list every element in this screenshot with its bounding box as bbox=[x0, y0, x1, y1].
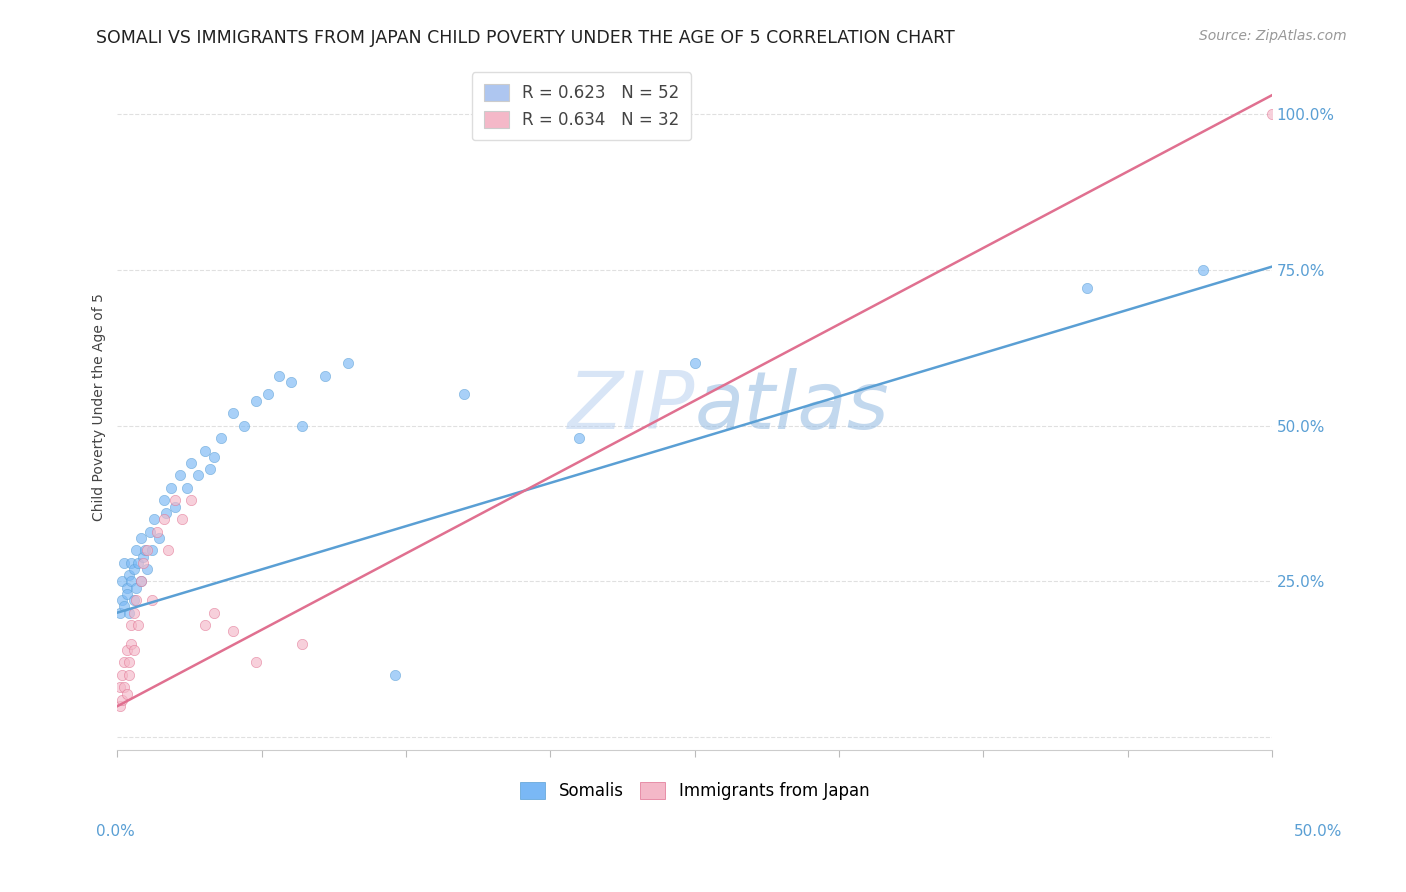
Point bbox=[176, 481, 198, 495]
Point bbox=[129, 574, 152, 589]
Point bbox=[132, 556, 155, 570]
Point bbox=[187, 468, 209, 483]
Point bbox=[198, 462, 221, 476]
Point bbox=[115, 687, 138, 701]
Point bbox=[1261, 107, 1284, 121]
Point bbox=[222, 624, 245, 639]
Point bbox=[120, 556, 142, 570]
Text: ZIP: ZIP bbox=[567, 368, 695, 446]
Point bbox=[120, 618, 142, 632]
Point bbox=[120, 574, 142, 589]
Y-axis label: Child Poverty Under the Age of 5: Child Poverty Under the Age of 5 bbox=[93, 293, 107, 521]
Point bbox=[122, 643, 145, 657]
Legend: Somalis, Immigrants from Japan: Somalis, Immigrants from Japan bbox=[510, 772, 879, 810]
Point bbox=[204, 606, 226, 620]
Point bbox=[122, 562, 145, 576]
Point bbox=[129, 531, 152, 545]
Text: Source: ZipAtlas.com: Source: ZipAtlas.com bbox=[1199, 29, 1347, 43]
Point bbox=[122, 606, 145, 620]
Point bbox=[108, 606, 131, 620]
Point bbox=[125, 581, 148, 595]
Point bbox=[111, 593, 134, 607]
Point bbox=[194, 618, 217, 632]
Point bbox=[118, 656, 141, 670]
Point bbox=[120, 637, 142, 651]
Point bbox=[194, 443, 217, 458]
Point bbox=[141, 593, 163, 607]
Point bbox=[169, 468, 191, 483]
Point bbox=[209, 431, 232, 445]
Point bbox=[111, 574, 134, 589]
Point bbox=[159, 481, 181, 495]
Point bbox=[112, 681, 135, 695]
Point bbox=[145, 524, 167, 539]
Point bbox=[180, 493, 202, 508]
Point bbox=[280, 375, 302, 389]
Point bbox=[204, 450, 226, 464]
Point bbox=[111, 693, 134, 707]
Point bbox=[136, 543, 159, 558]
Point bbox=[129, 574, 152, 589]
Point bbox=[125, 593, 148, 607]
Point bbox=[155, 506, 177, 520]
Point bbox=[112, 656, 135, 670]
Text: SOMALI VS IMMIGRANTS FROM JAPAN CHILD POVERTY UNDER THE AGE OF 5 CORRELATION CHA: SOMALI VS IMMIGRANTS FROM JAPAN CHILD PO… bbox=[96, 29, 955, 46]
Point bbox=[337, 356, 360, 370]
Point bbox=[1076, 281, 1098, 295]
Point bbox=[112, 556, 135, 570]
Point bbox=[115, 581, 138, 595]
Point bbox=[568, 431, 591, 445]
Point bbox=[134, 543, 156, 558]
Point bbox=[152, 493, 174, 508]
Text: 50.0%: 50.0% bbox=[1295, 824, 1343, 838]
Point bbox=[165, 500, 187, 514]
Point bbox=[172, 512, 194, 526]
Point bbox=[222, 406, 245, 420]
Point bbox=[118, 568, 141, 582]
Point bbox=[127, 618, 149, 632]
Point bbox=[118, 668, 141, 682]
Point bbox=[314, 368, 336, 383]
Point bbox=[453, 387, 475, 401]
Point bbox=[291, 418, 314, 433]
Point bbox=[143, 512, 166, 526]
Point bbox=[125, 543, 148, 558]
Point bbox=[683, 356, 706, 370]
Point bbox=[115, 587, 138, 601]
Point bbox=[256, 387, 278, 401]
Point bbox=[165, 493, 187, 508]
Point bbox=[384, 668, 406, 682]
Point bbox=[152, 512, 174, 526]
Point bbox=[108, 699, 131, 714]
Point bbox=[267, 368, 290, 383]
Point bbox=[233, 418, 256, 433]
Point bbox=[180, 456, 202, 470]
Point bbox=[122, 593, 145, 607]
Point bbox=[245, 656, 267, 670]
Point bbox=[157, 543, 180, 558]
Point bbox=[108, 681, 131, 695]
Text: atlas: atlas bbox=[695, 368, 890, 446]
Point bbox=[112, 599, 135, 614]
Point bbox=[118, 606, 141, 620]
Point bbox=[115, 643, 138, 657]
Text: 0.0%: 0.0% bbox=[96, 824, 135, 838]
Point bbox=[111, 668, 134, 682]
Point bbox=[291, 637, 314, 651]
Point bbox=[1191, 262, 1213, 277]
Point bbox=[245, 393, 267, 408]
Point bbox=[127, 556, 149, 570]
Point bbox=[136, 562, 159, 576]
Point bbox=[141, 543, 163, 558]
Point bbox=[132, 549, 155, 564]
Point bbox=[148, 531, 170, 545]
Point bbox=[139, 524, 162, 539]
